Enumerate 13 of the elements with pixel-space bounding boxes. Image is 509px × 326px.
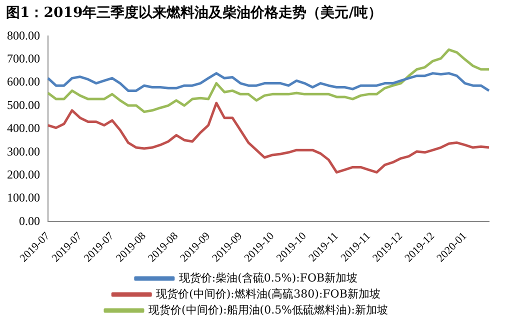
y-tick-label: 800.00 xyxy=(7,28,40,42)
y-tick-label: 100.00 xyxy=(7,190,40,205)
y-tick-label: 300.00 xyxy=(7,144,40,158)
legend-label: 现货价:柴油(含硫0.5%):FOB新加坡 xyxy=(178,271,358,284)
y-tick-label: 400.00 xyxy=(7,121,40,136)
y-tick-label: 500.00 xyxy=(7,98,40,112)
y-tick-label: 700.00 xyxy=(7,52,40,66)
y-tick-label: 0.00 xyxy=(19,214,40,228)
legend-label: 现货价(中间价):船用油(0.5%低硫燃料油):新加坡 xyxy=(148,303,388,316)
chart-title: 图1：2019年三季度以来燃料油及柴油价格走势（美元/吨） xyxy=(5,4,383,23)
y-tick-label: 600.00 xyxy=(7,74,40,89)
y-tick-label: 200.00 xyxy=(7,168,40,182)
legend-label: 现货价(中间价):燃料油(高硫380):FOB新加坡 xyxy=(156,287,380,300)
